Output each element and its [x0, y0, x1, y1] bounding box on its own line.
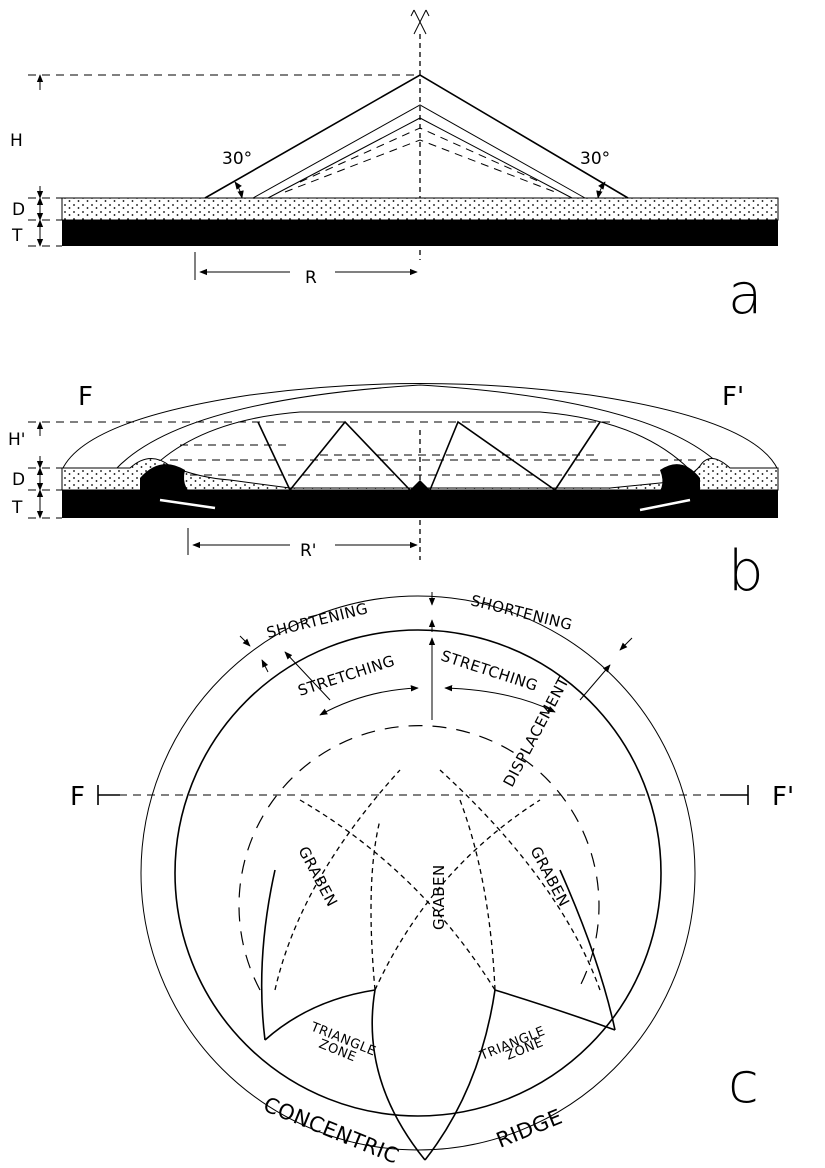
label-t: T: [11, 226, 23, 246]
line-work: [411, 10, 429, 16]
panel-label: a: [728, 262, 762, 327]
line-work: [205, 75, 628, 198]
line-work: [275, 770, 400, 990]
line-work: [495, 990, 615, 1030]
angle-right: 30°: [580, 149, 610, 169]
layer: [62, 220, 778, 246]
angle-left: 30°: [222, 149, 252, 169]
panel-label: b: [728, 539, 764, 604]
line-work: [650, 464, 700, 500]
label-d: D: [12, 470, 25, 490]
line-work: [372, 990, 425, 1160]
label-r: R: [305, 268, 317, 288]
line-work: [290, 422, 410, 490]
line-work: [170, 445, 700, 475]
line-work: [580, 665, 610, 700]
ridge-label: RIDGE: [493, 1105, 566, 1153]
line-work: [320, 688, 418, 715]
panel-label: c: [728, 1051, 759, 1116]
line-work: [240, 636, 250, 646]
line-work: [425, 990, 495, 1160]
figure: H D T R 30° 30° a H' D T R' F F' b: [0, 0, 825, 1168]
label-h-prime: H': [8, 430, 25, 450]
shortening-right: SHORTENING: [469, 591, 574, 634]
line-work: [375, 800, 540, 990]
line-work: [258, 422, 290, 490]
line-work: [268, 118, 572, 198]
line-work: [620, 638, 632, 650]
line-work: [460, 800, 495, 990]
graben: GRABEN: [526, 843, 573, 909]
section-left: F: [70, 782, 85, 812]
label-d: D: [12, 200, 25, 220]
outline-circle: [141, 596, 695, 1150]
line-work: [555, 422, 600, 490]
layer: [62, 198, 778, 220]
graben: GRABEN: [430, 864, 448, 930]
outline-circle: [175, 630, 661, 1116]
line-work: [371, 820, 380, 990]
line-work: [285, 140, 555, 192]
label-t: T: [11, 498, 23, 518]
label-r-prime: R': [300, 541, 317, 561]
graben: GRABEN: [294, 843, 341, 909]
stretching-right: STRETCHING: [439, 647, 541, 695]
section-left: F: [78, 382, 93, 412]
line-work: [410, 480, 430, 490]
line-work: [430, 422, 555, 490]
line-work: [262, 870, 275, 1040]
panel-c: F F' SHORTENING SHORTENING STRETCHING ST…: [70, 591, 794, 1168]
ridge-label: CONCENTRIC: [260, 1092, 402, 1168]
section-right: F': [772, 782, 794, 812]
label-h: H: [10, 131, 23, 151]
line-work: [440, 770, 600, 990]
shortening-left: SHORTENING: [265, 599, 370, 642]
line-work: [258, 422, 600, 490]
section-right: F': [722, 382, 744, 412]
line-work: [235, 182, 242, 198]
line-work: [262, 660, 268, 672]
line-work: [598, 182, 605, 198]
line-work: [411, 10, 429, 34]
panel-a: H D T R 30° 30° a: [10, 10, 778, 327]
displacement: DISPLACEMENT: [500, 673, 573, 789]
panel-b: H' D T R' F F' b: [8, 382, 778, 604]
